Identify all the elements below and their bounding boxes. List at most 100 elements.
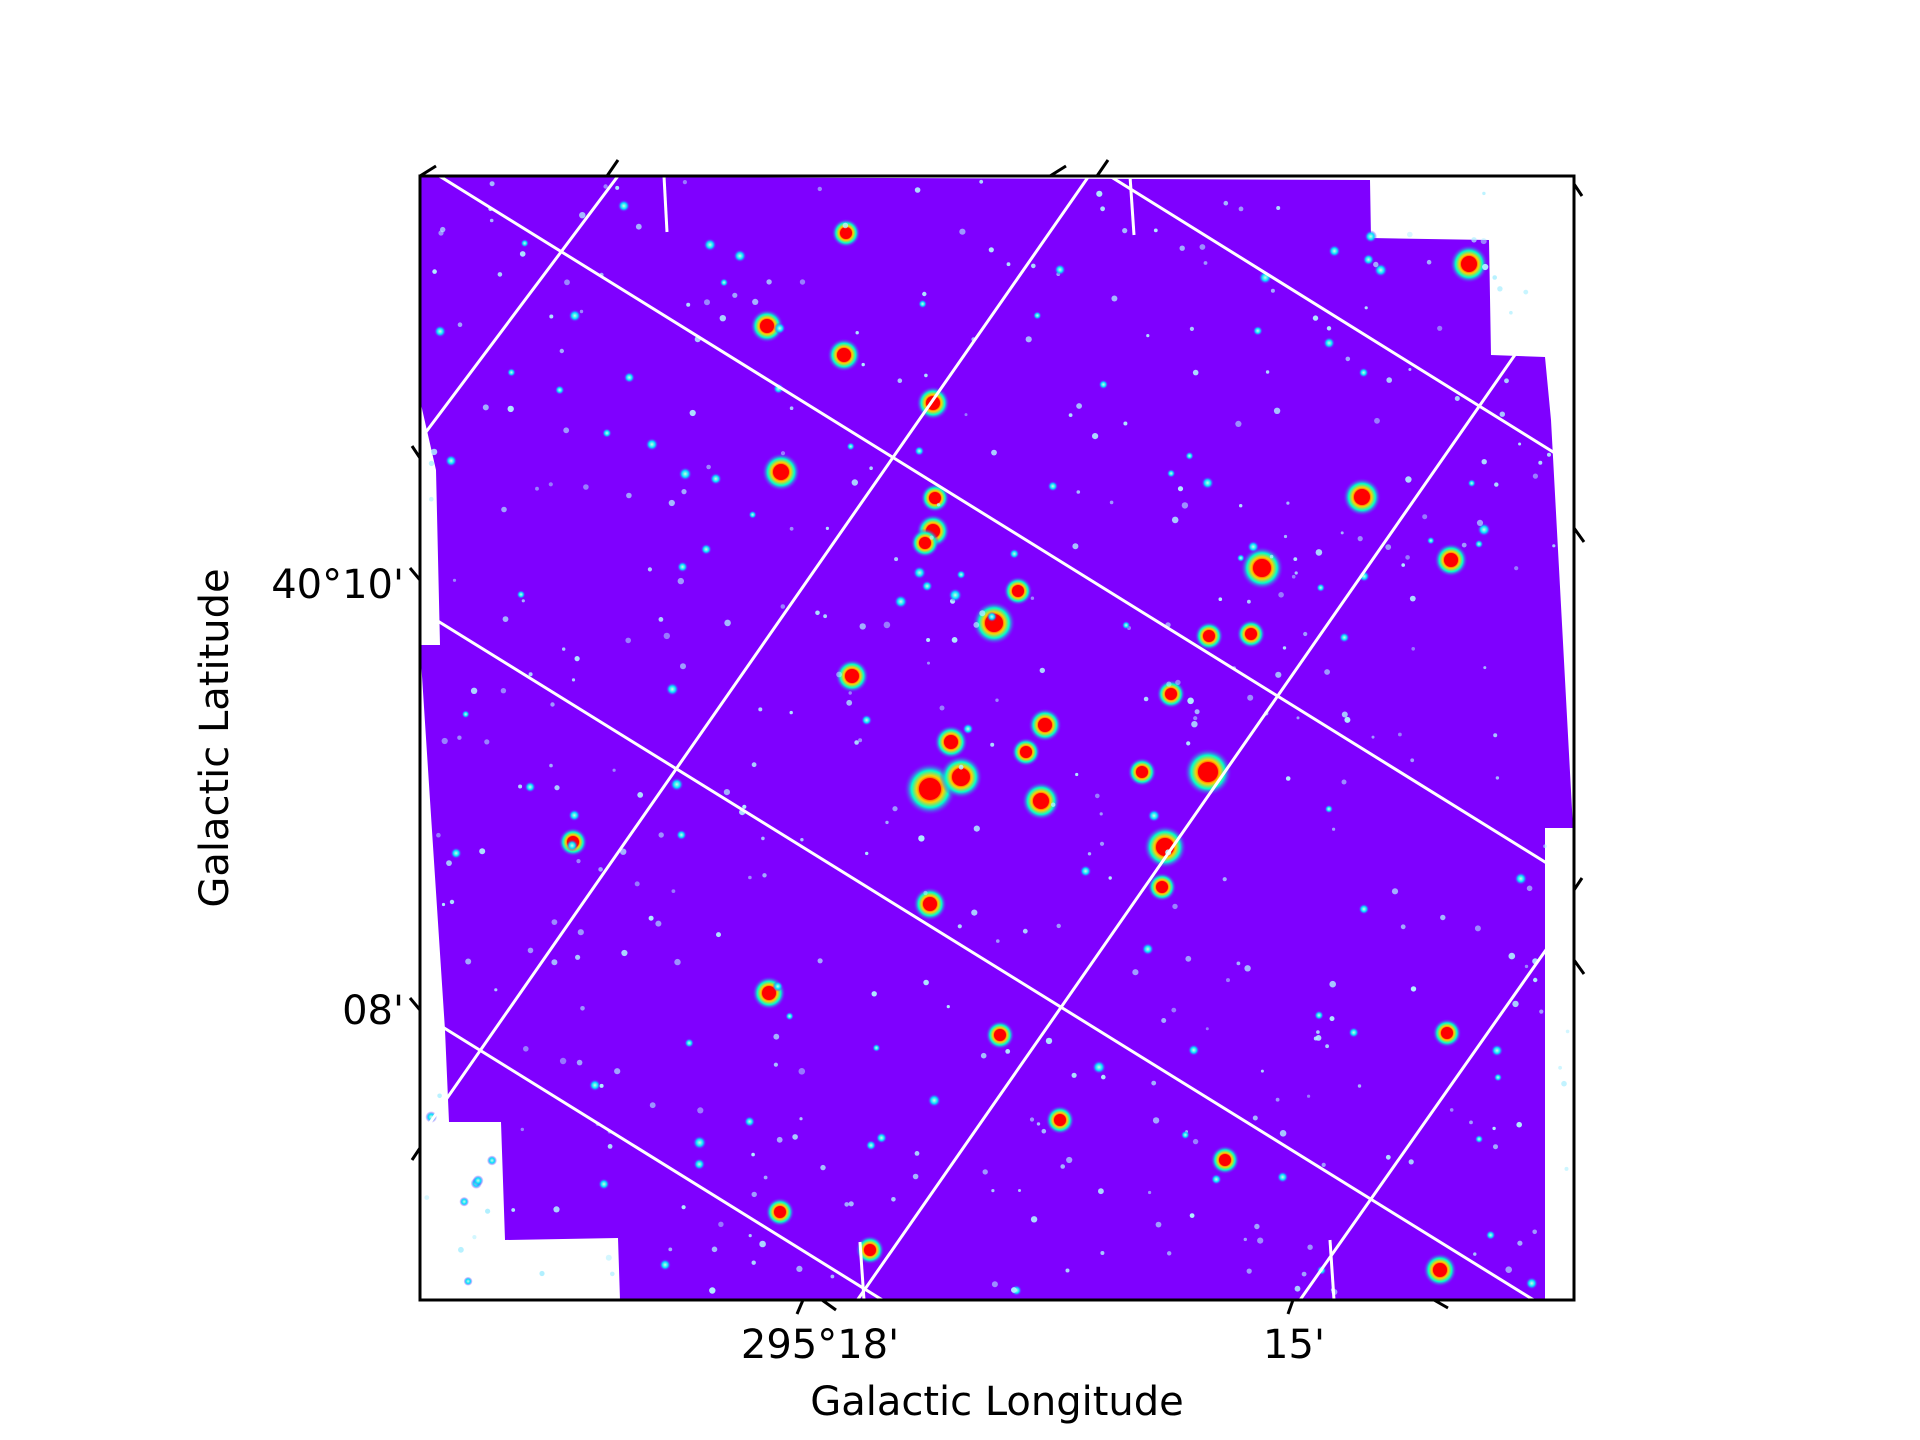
faint-star — [550, 702, 555, 707]
faint-star — [1068, 413, 1073, 417]
faint-star — [704, 299, 710, 306]
faint-star — [990, 742, 995, 747]
faint-star — [457, 735, 462, 740]
bright-star-core — [1219, 1154, 1231, 1166]
faint-star — [579, 212, 586, 219]
faint-star — [671, 889, 676, 893]
faint-star — [1371, 735, 1375, 739]
faint-star — [1293, 557, 1298, 561]
faint-star — [1066, 1156, 1073, 1164]
faint-star — [991, 1281, 998, 1288]
faint-star — [1410, 986, 1417, 992]
faint-star — [1325, 1044, 1329, 1049]
faint-star — [562, 647, 566, 651]
faint-star — [1525, 1277, 1538, 1290]
faint-star — [668, 499, 675, 507]
faint-star — [489, 181, 495, 187]
bright-star-core — [1253, 559, 1271, 577]
faint-star — [1260, 1069, 1264, 1073]
faint-star — [711, 1246, 718, 1253]
faint-star — [1476, 519, 1484, 527]
faint-star — [1285, 776, 1291, 781]
bright-star-core — [1038, 718, 1052, 732]
faint-star — [1121, 620, 1131, 630]
faint-star — [576, 1059, 583, 1066]
faint-star — [1494, 482, 1499, 487]
faint-star — [830, 1274, 835, 1279]
faint-star — [553, 1206, 560, 1213]
faint-star — [647, 567, 653, 572]
faint-star — [615, 185, 620, 190]
faint-star — [996, 939, 1000, 943]
faint-star — [1011, 1287, 1017, 1293]
faint-star — [1532, 1229, 1537, 1235]
faint-star — [780, 604, 786, 609]
faint-star — [732, 292, 738, 298]
faint-star — [1041, 1128, 1047, 1134]
faint-star — [1539, 1009, 1544, 1014]
faint-star — [1326, 326, 1332, 331]
faint-star — [789, 526, 794, 531]
faint-star — [424, 1195, 430, 1200]
faint-star — [684, 1038, 694, 1048]
faint-star — [752, 298, 759, 305]
faint-star — [1358, 367, 1369, 378]
faint-star — [1483, 666, 1487, 670]
faint-star — [1495, 776, 1500, 780]
bright-star-core — [1012, 585, 1024, 597]
faint-star — [1192, 1138, 1199, 1145]
faint-star — [1492, 275, 1497, 280]
faint-star — [649, 1102, 656, 1109]
faint-star — [979, 610, 986, 617]
faint-star — [1321, 1162, 1326, 1167]
bright-star-core — [1165, 688, 1177, 700]
faint-star — [762, 873, 767, 878]
faint-star — [670, 777, 684, 792]
faint-star — [871, 991, 877, 997]
faint-star — [1180, 1130, 1190, 1140]
faint-star — [1385, 544, 1392, 550]
faint-star — [1437, 325, 1443, 331]
faint-star — [1474, 539, 1484, 549]
faint-star — [1490, 1044, 1504, 1057]
bright-star-core — [923, 897, 937, 911]
faint-star — [528, 672, 533, 677]
faint-star — [724, 619, 731, 627]
faint-star — [507, 368, 516, 377]
faint-star — [885, 820, 889, 825]
faint-star — [479, 848, 486, 855]
faint-star — [502, 616, 509, 622]
faint-star — [766, 279, 772, 285]
faint-star — [1051, 802, 1056, 807]
faint-star — [761, 836, 765, 841]
faint-star — [979, 179, 984, 184]
faint-star — [1065, 1268, 1070, 1273]
faint-star — [1223, 200, 1229, 206]
faint-star — [1218, 597, 1223, 601]
faint-star — [815, 610, 820, 616]
faint-star — [1132, 969, 1139, 976]
faint-star — [1235, 420, 1242, 427]
faint-star — [598, 867, 603, 872]
faint-star — [1552, 544, 1556, 548]
faint-star — [1151, 1080, 1157, 1086]
faint-star — [658, 832, 664, 838]
faint-star — [1485, 1230, 1496, 1240]
faint-star — [1316, 583, 1326, 593]
faint-star — [861, 714, 873, 726]
faint-star — [1357, 1084, 1362, 1088]
faint-star — [789, 710, 793, 715]
y-tick-label-40-10: 40°10' — [271, 562, 404, 608]
faint-star — [1122, 228, 1128, 234]
faint-star — [1236, 961, 1241, 966]
faint-star — [1526, 885, 1533, 892]
faint-star — [1538, 460, 1543, 465]
faint-star — [1505, 1266, 1512, 1273]
faint-star — [494, 988, 498, 992]
faint-star — [549, 314, 554, 319]
star-field — [424, 179, 1570, 1296]
faint-star — [855, 331, 859, 335]
faint-star — [485, 1208, 491, 1214]
faint-star — [449, 899, 455, 905]
faint-star — [518, 784, 523, 789]
